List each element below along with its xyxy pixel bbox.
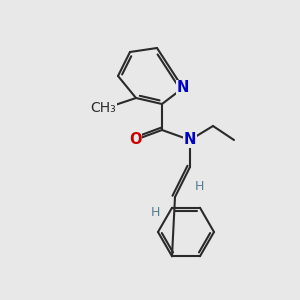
Text: N: N bbox=[184, 133, 196, 148]
Text: CH₃: CH₃ bbox=[90, 101, 116, 115]
Text: H: H bbox=[150, 206, 160, 220]
Text: H: H bbox=[194, 179, 204, 193]
Text: N: N bbox=[177, 80, 189, 95]
Text: O: O bbox=[129, 133, 141, 148]
